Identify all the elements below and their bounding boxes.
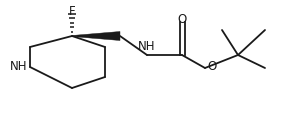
Text: NH: NH: [10, 60, 27, 74]
Polygon shape: [72, 31, 120, 40]
Text: NH: NH: [138, 40, 156, 53]
Text: F: F: [69, 5, 75, 18]
Text: O: O: [177, 13, 187, 26]
Text: O: O: [207, 60, 216, 74]
